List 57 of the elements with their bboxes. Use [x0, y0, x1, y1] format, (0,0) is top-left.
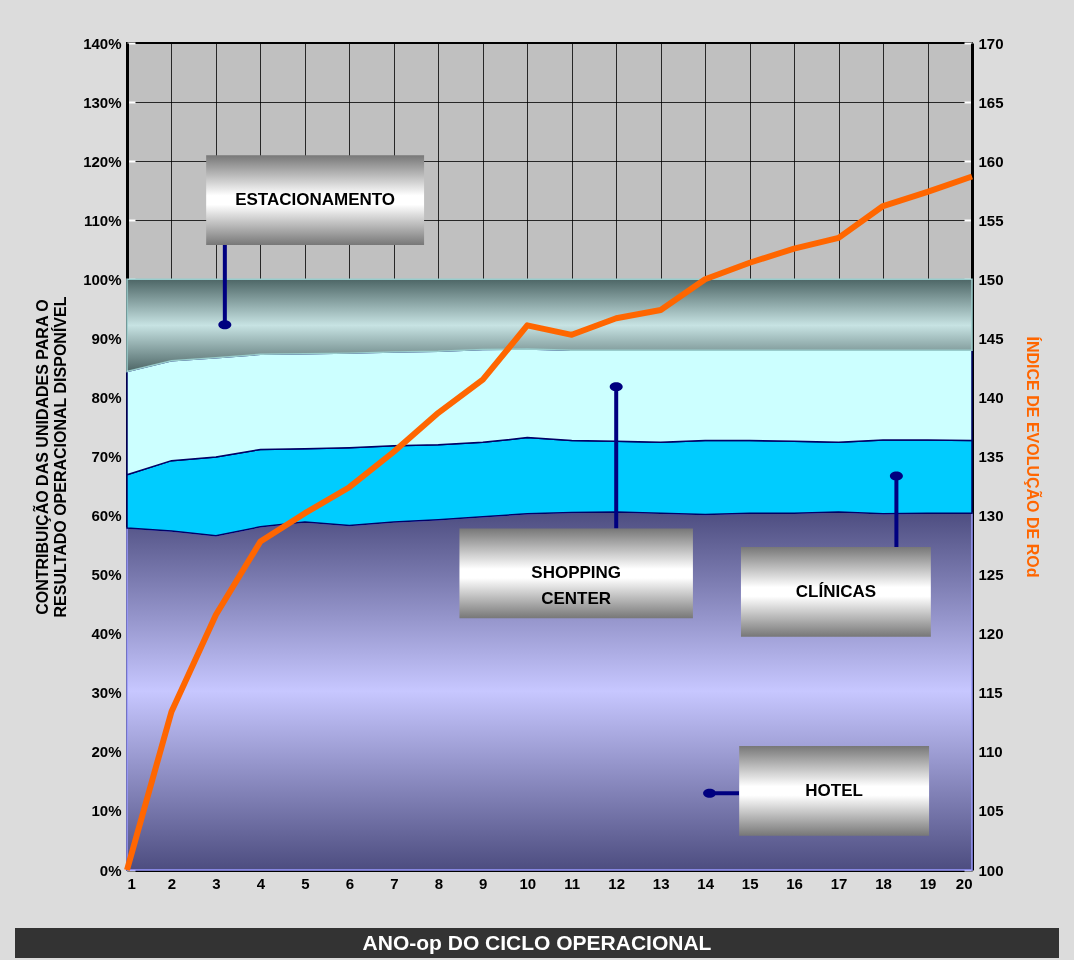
- x-tick-label: 18: [875, 874, 892, 892]
- y-tick-label: 80%: [91, 388, 122, 406]
- y2-tick-label: 150: [978, 270, 1004, 288]
- y2-tick-label: 100: [978, 861, 1004, 879]
- y-tick-label: 60%: [91, 507, 122, 525]
- y-tick-label: 50%: [91, 566, 122, 584]
- annotation: ESTACIONAMENTO: [235, 190, 396, 210]
- y-tick-label: 20%: [91, 743, 122, 761]
- annotation: CLÍNICAS: [795, 581, 877, 601]
- x-tick-label: 20: [955, 874, 973, 892]
- y-tick-label: 40%: [91, 625, 122, 643]
- y-tick-label: 10%: [91, 802, 122, 820]
- x-tick-label: 3: [212, 874, 221, 892]
- y-tick-label: 0%: [99, 861, 122, 879]
- x-tick-label: 2: [167, 874, 177, 892]
- y-tick-label: 100%: [83, 270, 122, 288]
- y-tick-label: 140%: [83, 34, 122, 52]
- x-tick-label: 6: [345, 874, 355, 892]
- y2-tick-label: 125: [978, 566, 1004, 584]
- y2-axis-title: ÍNDICE DE EVOLUÇÃO DE ROd: [1023, 336, 1043, 578]
- annotation: HOTEL: [805, 780, 863, 800]
- x-tick-label: 1: [127, 874, 136, 892]
- y2-tick-label: 110: [978, 743, 1003, 761]
- x-tick-label: 12: [608, 874, 626, 892]
- y2-tick-label: 160: [978, 152, 1004, 170]
- x-tick-label: 8: [434, 874, 443, 892]
- x-tick-label: 11: [564, 874, 581, 892]
- y2-tick-label: 120: [978, 625, 1004, 643]
- x-tick-label: 13: [652, 874, 670, 892]
- y2-tick-label: 170: [978, 34, 1004, 52]
- y2-tick-label: 155: [978, 211, 1004, 229]
- x-tick-label: 15: [741, 874, 759, 892]
- y2-tick-label: 145: [978, 329, 1004, 347]
- y-tick-label: 120%: [83, 152, 122, 170]
- y-tick-label: 70%: [91, 448, 122, 465]
- x-axis-title: ANO-op DO CICLO OPERACIONAL: [15, 928, 1059, 958]
- x-tick-label: 14: [697, 874, 715, 892]
- x-tick-label: 4: [256, 874, 266, 892]
- x-tick-label: 7: [390, 874, 399, 892]
- y-tick-label: 130%: [83, 93, 122, 111]
- y2-tick-label: 130: [978, 507, 1004, 525]
- y-tick-label: 30%: [91, 684, 122, 702]
- x-tick-label: 17: [830, 874, 848, 892]
- y2-tick-label: 165: [978, 93, 1004, 111]
- x-tick-label: 5: [301, 874, 310, 892]
- annotation: SHOPPING CENTER: [531, 563, 622, 609]
- y-tick-label: 110%: [83, 211, 122, 229]
- y2-tick-label: 140: [978, 388, 1004, 406]
- y2-tick-label: 135: [978, 448, 1004, 465]
- y-tick-label: 90%: [91, 329, 122, 347]
- x-tick-label: 16: [786, 874, 803, 892]
- y2-tick-label: 115: [978, 684, 1003, 702]
- y-axis-title: CONTRIBUIÇÃO DAS UNIDADES PARA O RESULTADO OPERACIONAL DISPONÍVEL: [32, 296, 70, 618]
- x-tick-label: 19: [919, 874, 937, 892]
- x-tick-label: 9: [479, 874, 488, 892]
- y2-tick-label: 105: [978, 802, 1004, 820]
- x-tick-label: 10: [519, 874, 537, 892]
